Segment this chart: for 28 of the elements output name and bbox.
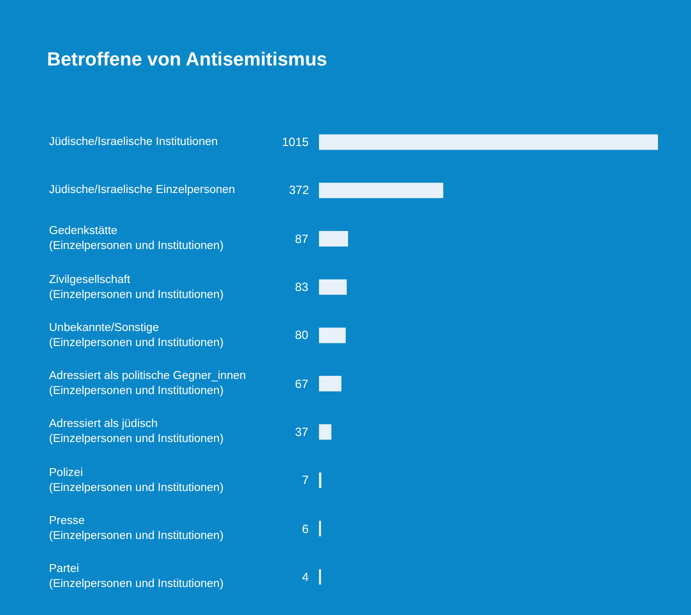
bar (319, 182, 444, 198)
y-tick-label: Gedenkstätte (Einzelpersonen und Institutionen) (49, 225, 224, 252)
data-label: 1015 (282, 135, 310, 149)
data-label: 80 (295, 328, 309, 342)
y-tick-label: Presse (Einzelpersonen und Institutionen) (49, 515, 224, 542)
bar (319, 424, 332, 440)
data-label: 83 (295, 280, 309, 294)
y-tick-label: Partei (Einzelpersonen und Institutionen) (49, 563, 224, 590)
chart-title: Betroffene von Antisemitismus (47, 49, 328, 70)
y-tick-label: Polizei (Einzelpersonen und Institutionen) (49, 467, 224, 494)
y-tick-label: Jüdische/Israelische Einzelpersonen (49, 184, 236, 196)
data-label: 4 (302, 570, 309, 584)
data-label: 87 (295, 232, 309, 246)
y-tick-label: Unbekannte/Sonstige (Einzelpersonen und Institutionen) (49, 322, 224, 349)
y-tick-label: Adressiert als jüdisch (Einzelpersonen und Institutionen) (49, 418, 224, 445)
bar (319, 134, 658, 150)
y-tick-label: Jüdische/Israelische Institutionen (49, 136, 218, 148)
data-label: 6 (302, 522, 309, 536)
data-label: 7 (302, 473, 309, 487)
data-label: 372 (289, 183, 310, 197)
bar (319, 231, 348, 246)
bar (319, 328, 346, 344)
data-label: 37 (295, 425, 309, 439)
data-label: 67 (295, 377, 309, 391)
bar (319, 279, 347, 295)
y-tick-label: Adressiert als politische Gegner_innen (Einzelpersonen und Institutionen) (49, 370, 246, 397)
y-tick-label: Zivilgesellschaft (Einzelpersonen und Institutionen) (49, 274, 224, 301)
bar (319, 376, 342, 392)
